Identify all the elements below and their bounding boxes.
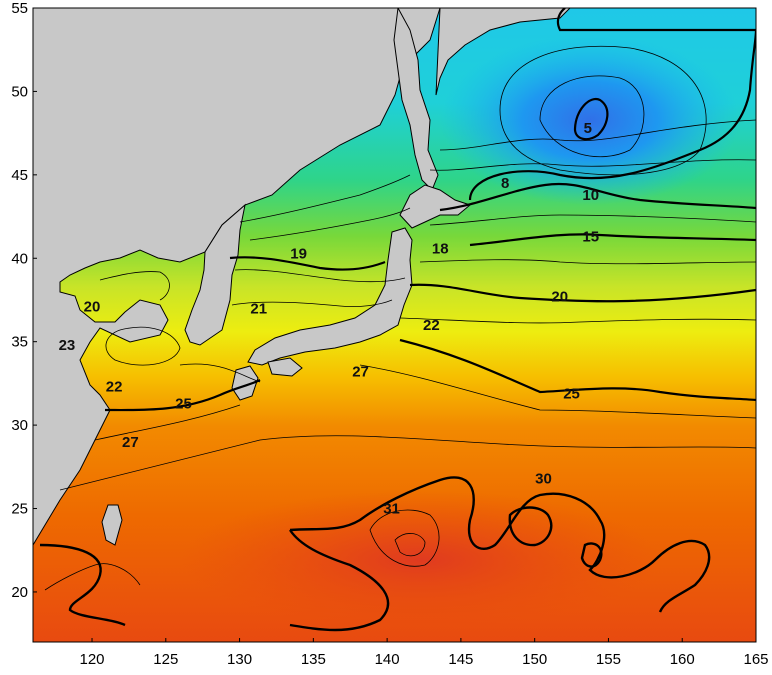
contour-label: 27 <box>352 364 369 381</box>
isotherm-thin <box>419 259 756 265</box>
x-tick-label: 165 <box>743 651 768 668</box>
contour-label: 15 <box>582 229 599 246</box>
warm-water-patch <box>180 490 660 630</box>
shikoku <box>267 357 303 377</box>
isotherm-thin <box>249 207 411 241</box>
contour-label: 21 <box>250 300 267 317</box>
x-tick-label: 135 <box>301 651 326 668</box>
contour-label: 20 <box>84 299 101 316</box>
contour-label: 25 <box>563 385 580 402</box>
isotherm-thin <box>59 435 756 491</box>
isotherm-15 <box>469 233 756 247</box>
isotherm-thin <box>429 214 756 226</box>
isotherm-thin <box>499 45 707 176</box>
isotherm-thin <box>179 363 261 383</box>
isotherm-30 <box>289 476 711 613</box>
isotherm-thin <box>105 326 181 366</box>
plot-frame <box>32 7 757 643</box>
y-tick-label: 50 <box>11 83 28 100</box>
contour-label: 23 <box>59 337 76 354</box>
isotherm-25-west <box>104 379 261 412</box>
y-tick-label: 40 <box>11 250 28 267</box>
honshu <box>247 227 413 366</box>
y-tick-label: 25 <box>11 501 28 518</box>
y-axis: 20 25 30 35 40 45 50 55 <box>11 0 37 601</box>
isotherm-8 <box>468 8 756 201</box>
isotherm-thin <box>369 509 440 567</box>
x-tick-label: 145 <box>448 651 473 668</box>
isotherm-30-south <box>289 529 390 632</box>
isotherm-thin <box>429 159 756 171</box>
x-tick-label: 155 <box>596 651 621 668</box>
contour-label: 5 <box>584 120 592 137</box>
isotherm-thin <box>394 533 426 557</box>
contour-label-layer: 5 8 10 15 18 19 20 20 21 22 22 23 25 25 27 27 30 31 <box>59 120 599 517</box>
x-tick-label: 125 <box>153 651 178 668</box>
isotherm-thin <box>99 271 170 301</box>
isotherm-thin <box>439 119 756 151</box>
x-tick-label: 130 <box>227 651 252 668</box>
kuril-and-kamchatka <box>435 8 571 96</box>
isotherm-thin <box>234 269 406 283</box>
kyushu <box>231 365 259 401</box>
isotherm-thin <box>359 364 756 419</box>
x-tick-label: 160 <box>670 651 695 668</box>
map-panel: 5 8 10 15 18 19 20 20 21 22 22 23 25 25 27 27 30 31 <box>33 8 756 642</box>
contour-label: 18 <box>432 240 449 257</box>
asian-mainland <box>33 8 441 546</box>
isotherm-30-loop <box>580 542 603 568</box>
y-tick-label: 30 <box>11 417 28 434</box>
isotherm-thin <box>239 174 411 223</box>
contour-label: 27 <box>122 434 139 451</box>
isotherm-20 <box>409 283 756 303</box>
land-masses <box>33 8 571 546</box>
isotherm-25 <box>399 338 756 402</box>
x-axis: 120 125 130 135 140 145 150 155 160 165 <box>80 638 769 668</box>
isotherm-cold-core <box>573 97 609 141</box>
contour-label: 30 <box>535 470 552 487</box>
x-tick-label: 150 <box>522 651 547 668</box>
contour-label: 22 <box>106 379 123 396</box>
isotherm-thin <box>231 299 393 308</box>
contour-label: 19 <box>290 245 307 262</box>
isotherm-thin <box>399 317 756 324</box>
y-tick-label: 35 <box>11 334 28 351</box>
isotherm-19 <box>229 256 386 271</box>
isotherm-thin <box>44 563 141 591</box>
isotherm-thin <box>539 75 645 158</box>
x-tick-label: 140 <box>375 651 400 668</box>
contour-label: 31 <box>383 501 400 518</box>
contour-label: 20 <box>551 289 568 306</box>
isotherm-30-west <box>39 543 126 627</box>
y-tick-label: 55 <box>11 0 28 17</box>
contour-label: 22 <box>423 317 440 334</box>
isotherm-10 <box>439 182 756 212</box>
contour-label: 10 <box>582 187 599 204</box>
x-tick-label: 120 <box>80 651 105 668</box>
contour-lines <box>39 8 756 632</box>
isotherm-thin <box>94 404 241 441</box>
isotherm-30-loop <box>508 506 553 547</box>
contour-label: 8 <box>501 175 509 192</box>
korean-peninsula <box>184 203 246 346</box>
contour-label: 25 <box>175 395 192 412</box>
y-tick-label: 20 <box>11 584 28 601</box>
taiwan <box>101 504 123 546</box>
y-tick-label: 45 <box>11 167 28 184</box>
